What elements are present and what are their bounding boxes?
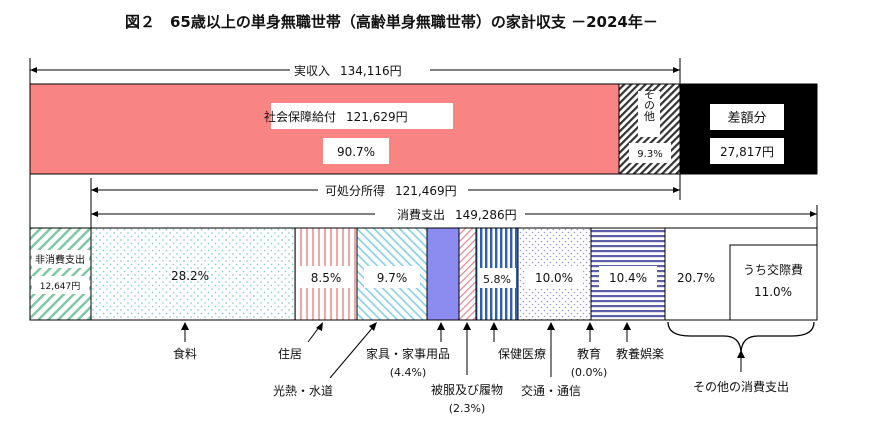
consumption-label: 消費支出: [397, 207, 445, 222]
consumption-bracket: 消費支出 149,286円: [91, 205, 818, 228]
expenditure-bar: 非消費支出 12,647円 28.2% 8.5% 9.7% 5.8% 10.0%…: [29, 227, 818, 321]
label-furniture: 家具・家事用品: [366, 346, 450, 361]
income-arrow-left: [30, 67, 37, 73]
arrowhead-clothing: [463, 322, 471, 330]
social-expenses-box: [729, 244, 818, 321]
consumption-label-bg: [375, 205, 525, 223]
disposable-income-bracket: 可処分所得 121,469円: [29, 174, 681, 228]
social-security-amount: 121,629円: [346, 110, 408, 124]
recreation-percent: 10.4%: [609, 271, 647, 285]
social-security-percent-box: [323, 138, 389, 164]
income-total: 134,116円: [340, 64, 402, 78]
social-expenses-percent: 11.0%: [754, 285, 792, 299]
arrowhead-other-consumption: [737, 350, 745, 358]
segment-furniture: [426, 227, 460, 321]
other-income-percent: 9.3%: [637, 149, 662, 160]
other-consumption-brace: [667, 321, 815, 353]
disposable-label-bg: [318, 181, 468, 199]
disposable-arrow-left: [91, 187, 98, 193]
label-medical: 保健医療: [498, 347, 546, 361]
arrowhead-recreation: [623, 322, 631, 330]
label-other-consumption: その他の消費支出: [693, 379, 789, 394]
deficit-label: 差額分: [727, 111, 766, 126]
non-consumption-amount-box: [32, 276, 89, 294]
income-bar: 社会保障給付 121,629円 90.7% その他 9.3% 差額分 27,81…: [29, 83, 818, 175]
percent-education: (0.0%): [571, 366, 608, 379]
label-education: 教育: [577, 346, 601, 361]
medical-percent-box: [478, 268, 516, 288]
arrow-utilities: [329, 325, 375, 379]
arrowhead-utilities: [369, 322, 377, 331]
label-utilities: 光熱・水道: [273, 384, 333, 398]
segment-non-consumption: [29, 227, 92, 321]
deficit-amount-box: [710, 138, 784, 164]
percent-clothing: (2.3%): [449, 402, 486, 415]
other-label-box: [638, 91, 660, 137]
segment-clothing: [458, 227, 477, 321]
social-expenses-label: うち交際費: [743, 262, 803, 277]
label-recreation: 教養娯楽: [616, 346, 664, 361]
disposable-arrow-right: [673, 187, 680, 193]
housing-percent-box: [300, 266, 352, 288]
percent-furniture: (4.4%): [390, 366, 427, 379]
transport-percent: 10.0%: [535, 271, 573, 285]
arrowhead-furniture: [437, 322, 445, 330]
non-consumption-label-box: [32, 250, 89, 268]
deficit-amount: 27,817円: [720, 145, 774, 159]
social-security-label-box: [271, 103, 453, 129]
consumption-arrow-right: [810, 211, 817, 217]
recreation-percent-box: [599, 266, 657, 288]
social-security-percent: 90.7%: [337, 145, 375, 159]
deficit-label-box: [710, 104, 784, 130]
label-transport: 交通・通信: [521, 383, 581, 398]
consumption-amount: 149,286円: [455, 208, 517, 222]
social-security-label: 社会保障給付: [264, 109, 336, 124]
label-housing: 住居: [278, 347, 302, 361]
arrowhead-housing: [316, 322, 323, 331]
arrowhead-transport: [547, 322, 555, 330]
housing-percent: 8.5%: [311, 271, 342, 285]
transport-percent-box: [526, 266, 583, 288]
chart-title: 図２ 65歳以上の単身無職世帯（高齢単身無職世帯）の家計収支 －2024年－: [125, 13, 658, 31]
disposable-income-amount: 121,469円: [395, 184, 457, 198]
consumption-arrow-left: [91, 211, 98, 217]
arrowhead-medical: [490, 322, 498, 330]
pointer-arrows: [181, 321, 815, 379]
other-income-label: その他: [643, 89, 656, 122]
income-bracket: 実収入 134,116円: [29, 58, 681, 84]
segment-food: [90, 227, 296, 321]
income-arrow-right: [673, 67, 680, 73]
category-labels: 食料 住居 光熱・水道 家具・家事用品 (4.4%) 被服及び履物 (2.3%)…: [173, 346, 789, 415]
arrowhead-food: [181, 322, 189, 330]
non-consumption-amount: 12,647円: [40, 281, 81, 292]
other-consumption-percent: 20.7%: [677, 271, 715, 285]
utilities-percent-box: [364, 266, 420, 288]
food-percent: 28.2%: [171, 269, 209, 283]
income-label-bg: [290, 61, 430, 79]
label-clothing: 被服及び履物: [431, 383, 503, 397]
arrowhead-education: [586, 322, 594, 330]
utilities-percent: 9.7%: [377, 271, 408, 285]
disposable-income-label: 可処分所得: [325, 183, 385, 198]
non-consumption-label: 非消費支出: [35, 253, 85, 266]
other-percent-box: [629, 143, 671, 163]
income-label: 実収入: [294, 63, 330, 78]
label-food: 食料: [173, 346, 197, 361]
medical-percent: 5.8%: [483, 273, 511, 286]
